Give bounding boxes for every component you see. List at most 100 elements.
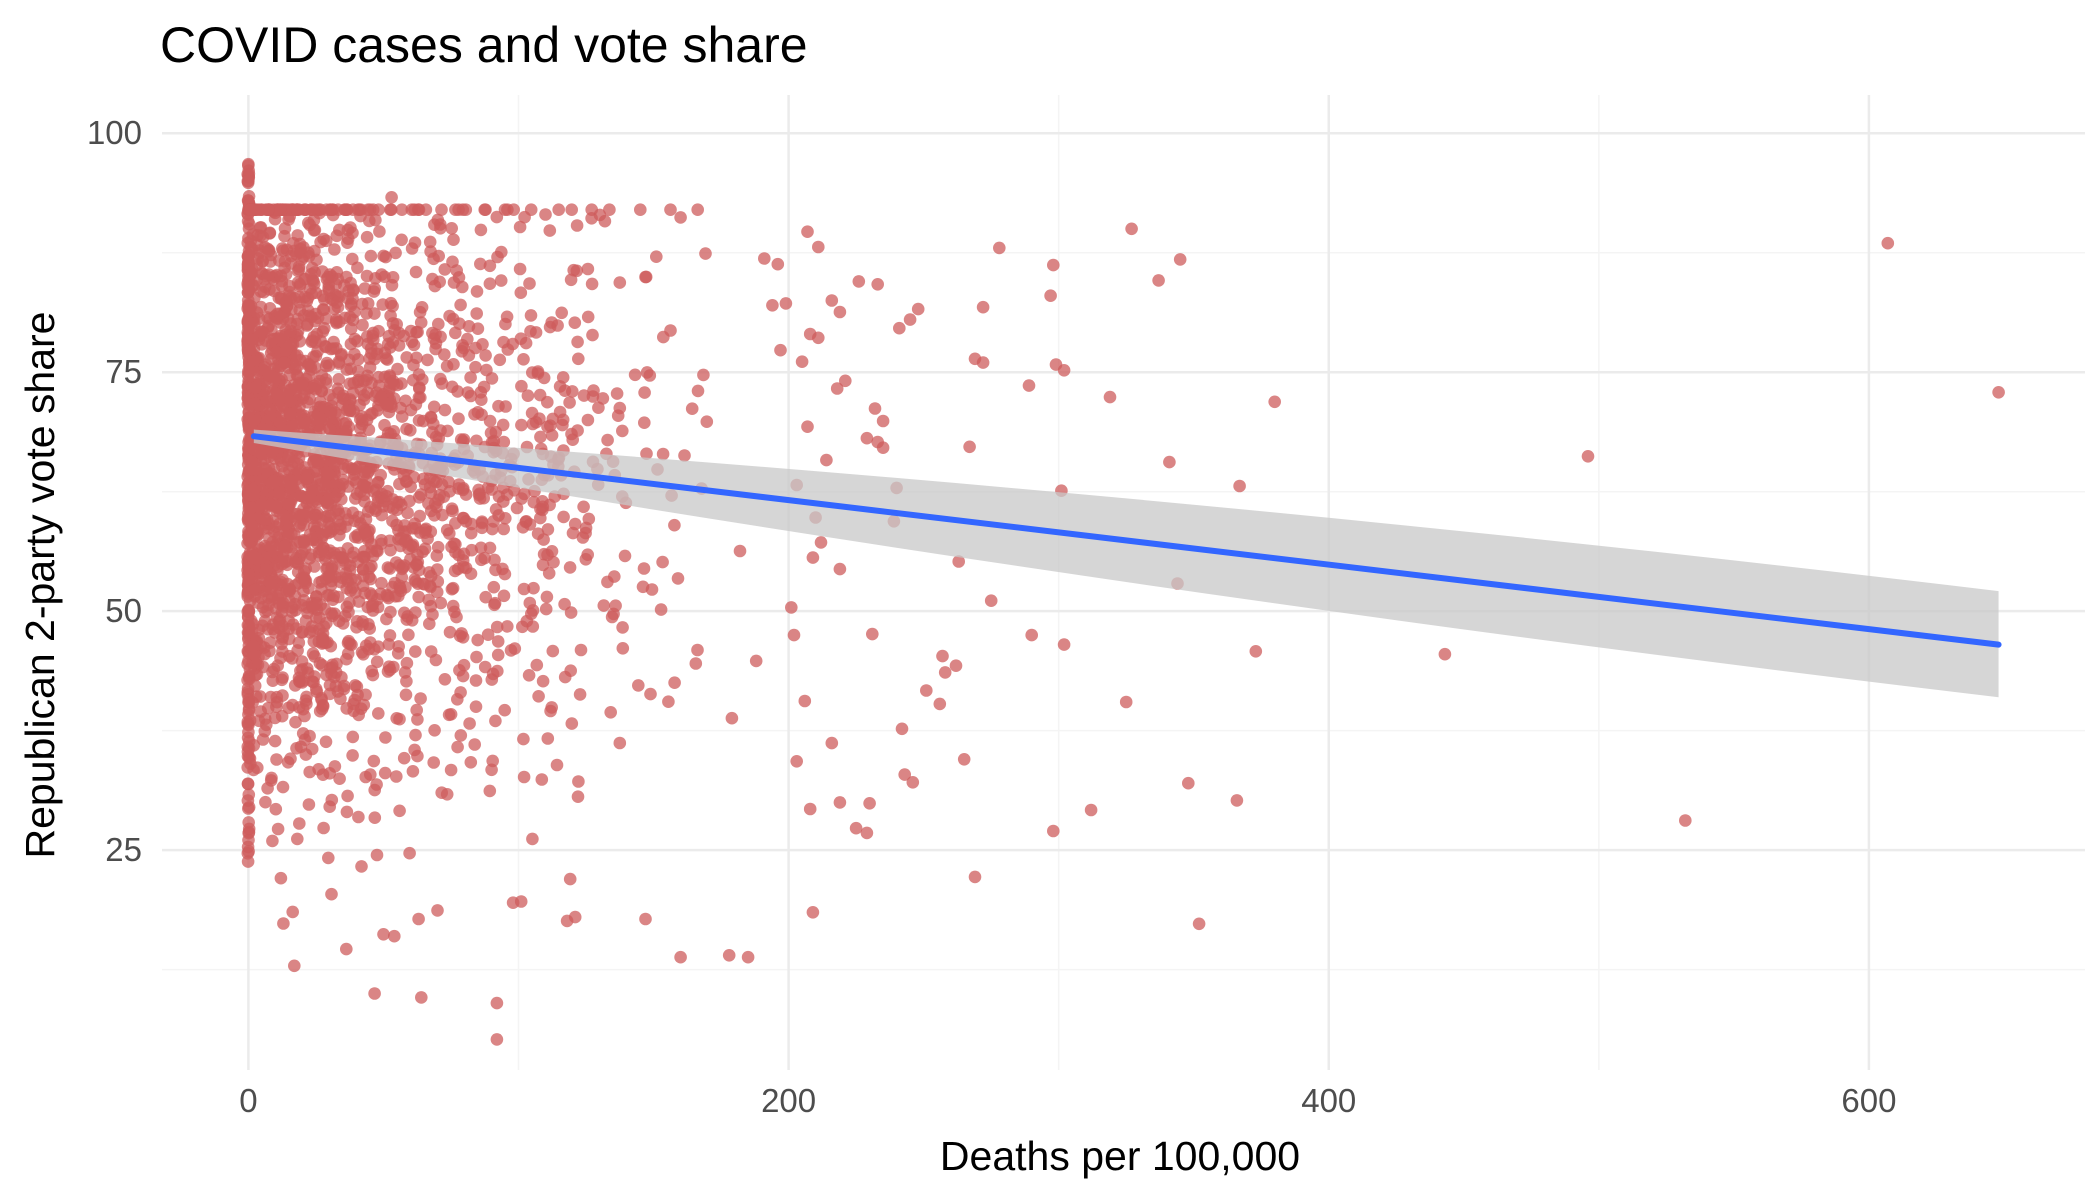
data-point [298,733,312,746]
data-point [645,583,659,596]
data-point [322,467,335,481]
data-point [530,658,544,672]
data-point [384,543,397,557]
data-point [284,480,298,494]
data-point [527,581,540,595]
data-point [489,563,502,577]
data-point [324,639,338,653]
data-point [330,296,344,309]
data-point [497,589,511,603]
data-point [920,684,933,697]
data-point [474,386,488,399]
data-point [254,474,268,487]
data-point [290,247,303,261]
data-point [375,534,388,547]
data-point [404,403,418,417]
data-point [312,456,325,470]
data-point [256,619,269,633]
data-point [247,739,261,752]
data-point [849,821,863,835]
data-point [370,655,384,669]
data-point [479,590,493,604]
data-point [380,612,393,626]
data-point [434,218,447,231]
data-point [262,268,276,281]
data-point [451,740,464,754]
data-point [556,371,570,384]
data-point [326,609,339,623]
data-point [483,541,497,555]
data-point [397,329,411,343]
data-point [316,627,330,640]
data-point [434,372,447,386]
data-point [491,648,505,662]
data-point [546,412,560,426]
data-point [487,434,501,448]
data-point [276,547,290,560]
data-point [252,541,266,554]
data-point [390,318,404,331]
data-point [300,690,313,704]
data-point [424,599,438,613]
data-point [424,486,438,500]
data-point [471,406,485,419]
data-point [336,398,349,411]
data-point [291,832,304,846]
data-point [309,349,323,363]
data-point [464,389,478,403]
data-point [469,674,483,687]
data-point [628,368,642,382]
data-point [507,203,520,216]
data-point [364,572,377,586]
data-point [668,518,681,532]
data-point [452,478,466,491]
data-point [409,265,423,279]
data-point [278,222,292,235]
data-point [362,642,376,656]
data-point [268,711,282,725]
data-point [638,416,651,430]
data-point [277,917,290,930]
data-point [462,320,476,333]
data-point [322,588,336,602]
data-point [407,338,421,352]
data-point [349,462,363,475]
data-point [634,203,647,216]
data-point [411,555,425,569]
data-point [267,662,281,676]
data-point [275,557,289,571]
data-point [276,689,289,702]
data-point [1044,289,1057,303]
data-point [452,412,465,426]
data-point [332,507,346,521]
data-point [497,435,511,449]
data-point [427,756,441,769]
data-point [353,422,367,435]
data-point [351,528,364,542]
data-point [288,959,301,973]
data-point [469,360,482,374]
y-tick-label: 25 [105,831,142,868]
data-point [328,760,342,773]
data-point [249,381,262,394]
data-point [440,523,454,537]
data-point [545,701,558,714]
data-point [585,203,598,216]
data-point [246,617,260,631]
x-axis-title: Deaths per 100,000 [940,1133,1300,1179]
data-point [936,649,949,663]
data-point [411,203,425,216]
data-point [758,252,771,265]
data-point [361,600,375,614]
data-point [678,449,691,462]
data-point [291,312,305,326]
data-point [640,447,653,461]
data-point [534,430,547,444]
data-point [428,724,441,737]
data-point [332,373,346,386]
data-point [543,224,557,237]
data-point [301,304,315,317]
data-point [246,463,259,476]
data-point [411,325,424,339]
